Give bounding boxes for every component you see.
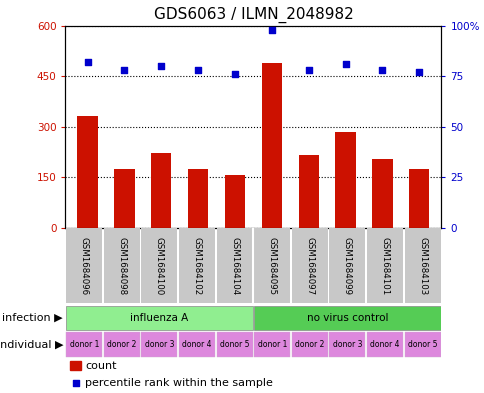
- Point: [414, 69, 422, 75]
- Bar: [216, 332, 252, 356]
- Text: GSM1684096: GSM1684096: [79, 237, 89, 295]
- Bar: [66, 332, 102, 356]
- Bar: [225, 175, 244, 228]
- Bar: [261, 62, 281, 228]
- Text: percentile rank within the sample: percentile rank within the sample: [85, 378, 272, 387]
- Bar: [216, 228, 252, 303]
- Bar: [329, 228, 364, 303]
- Bar: [404, 332, 439, 356]
- Text: GSM1684099: GSM1684099: [342, 237, 351, 295]
- Point: [121, 67, 128, 73]
- Text: GSM1684103: GSM1684103: [417, 237, 426, 295]
- Point: [231, 71, 239, 77]
- Text: donor 2: donor 2: [107, 340, 136, 349]
- Bar: [254, 332, 289, 356]
- Bar: [104, 228, 139, 303]
- Bar: [77, 116, 97, 228]
- Text: infection ▶: infection ▶: [2, 312, 63, 323]
- Text: donor 1: donor 1: [69, 340, 99, 349]
- Bar: [114, 169, 134, 228]
- Bar: [298, 155, 318, 228]
- Text: GSM1684098: GSM1684098: [117, 237, 126, 295]
- Point: [157, 63, 165, 69]
- Bar: [151, 154, 171, 228]
- Text: donor 5: donor 5: [219, 340, 249, 349]
- Bar: [372, 158, 392, 228]
- Text: GSM1684097: GSM1684097: [304, 237, 314, 295]
- Point: [341, 61, 348, 67]
- Point: [304, 67, 312, 73]
- Bar: [335, 132, 355, 228]
- Bar: [66, 228, 102, 303]
- Bar: [188, 169, 208, 228]
- Text: GSM1684104: GSM1684104: [229, 237, 239, 295]
- Bar: [66, 305, 252, 330]
- Point: [267, 26, 275, 33]
- Bar: [179, 228, 214, 303]
- Point: [72, 380, 79, 386]
- Title: GDS6063 / ILMN_2048982: GDS6063 / ILMN_2048982: [153, 7, 352, 23]
- Bar: [141, 332, 177, 356]
- Text: individual ▶: individual ▶: [0, 339, 63, 349]
- Bar: [104, 332, 139, 356]
- Bar: [329, 332, 364, 356]
- Text: donor 3: donor 3: [144, 340, 174, 349]
- Point: [84, 59, 91, 65]
- Text: no virus control: no virus control: [306, 312, 387, 323]
- Bar: [291, 332, 327, 356]
- Text: GSM1684100: GSM1684100: [154, 237, 164, 295]
- Bar: [366, 228, 402, 303]
- Text: donor 4: donor 4: [369, 340, 399, 349]
- Bar: [70, 361, 81, 370]
- Bar: [254, 228, 289, 303]
- Bar: [179, 332, 214, 356]
- Text: GSM1684102: GSM1684102: [192, 237, 201, 295]
- Text: GSM1684101: GSM1684101: [379, 237, 389, 295]
- Point: [194, 67, 202, 73]
- Point: [378, 67, 385, 73]
- Text: donor 1: donor 1: [257, 340, 287, 349]
- Bar: [404, 228, 439, 303]
- Bar: [366, 332, 402, 356]
- Text: donor 5: donor 5: [407, 340, 437, 349]
- Text: donor 3: donor 3: [332, 340, 362, 349]
- Text: GSM1684095: GSM1684095: [267, 237, 276, 295]
- Text: donor 4: donor 4: [182, 340, 212, 349]
- Text: influenza A: influenza A: [130, 312, 188, 323]
- Text: donor 2: donor 2: [294, 340, 324, 349]
- Bar: [141, 228, 177, 303]
- Bar: [291, 228, 327, 303]
- Bar: [408, 169, 428, 228]
- Bar: [254, 305, 439, 330]
- Text: count: count: [85, 361, 116, 371]
